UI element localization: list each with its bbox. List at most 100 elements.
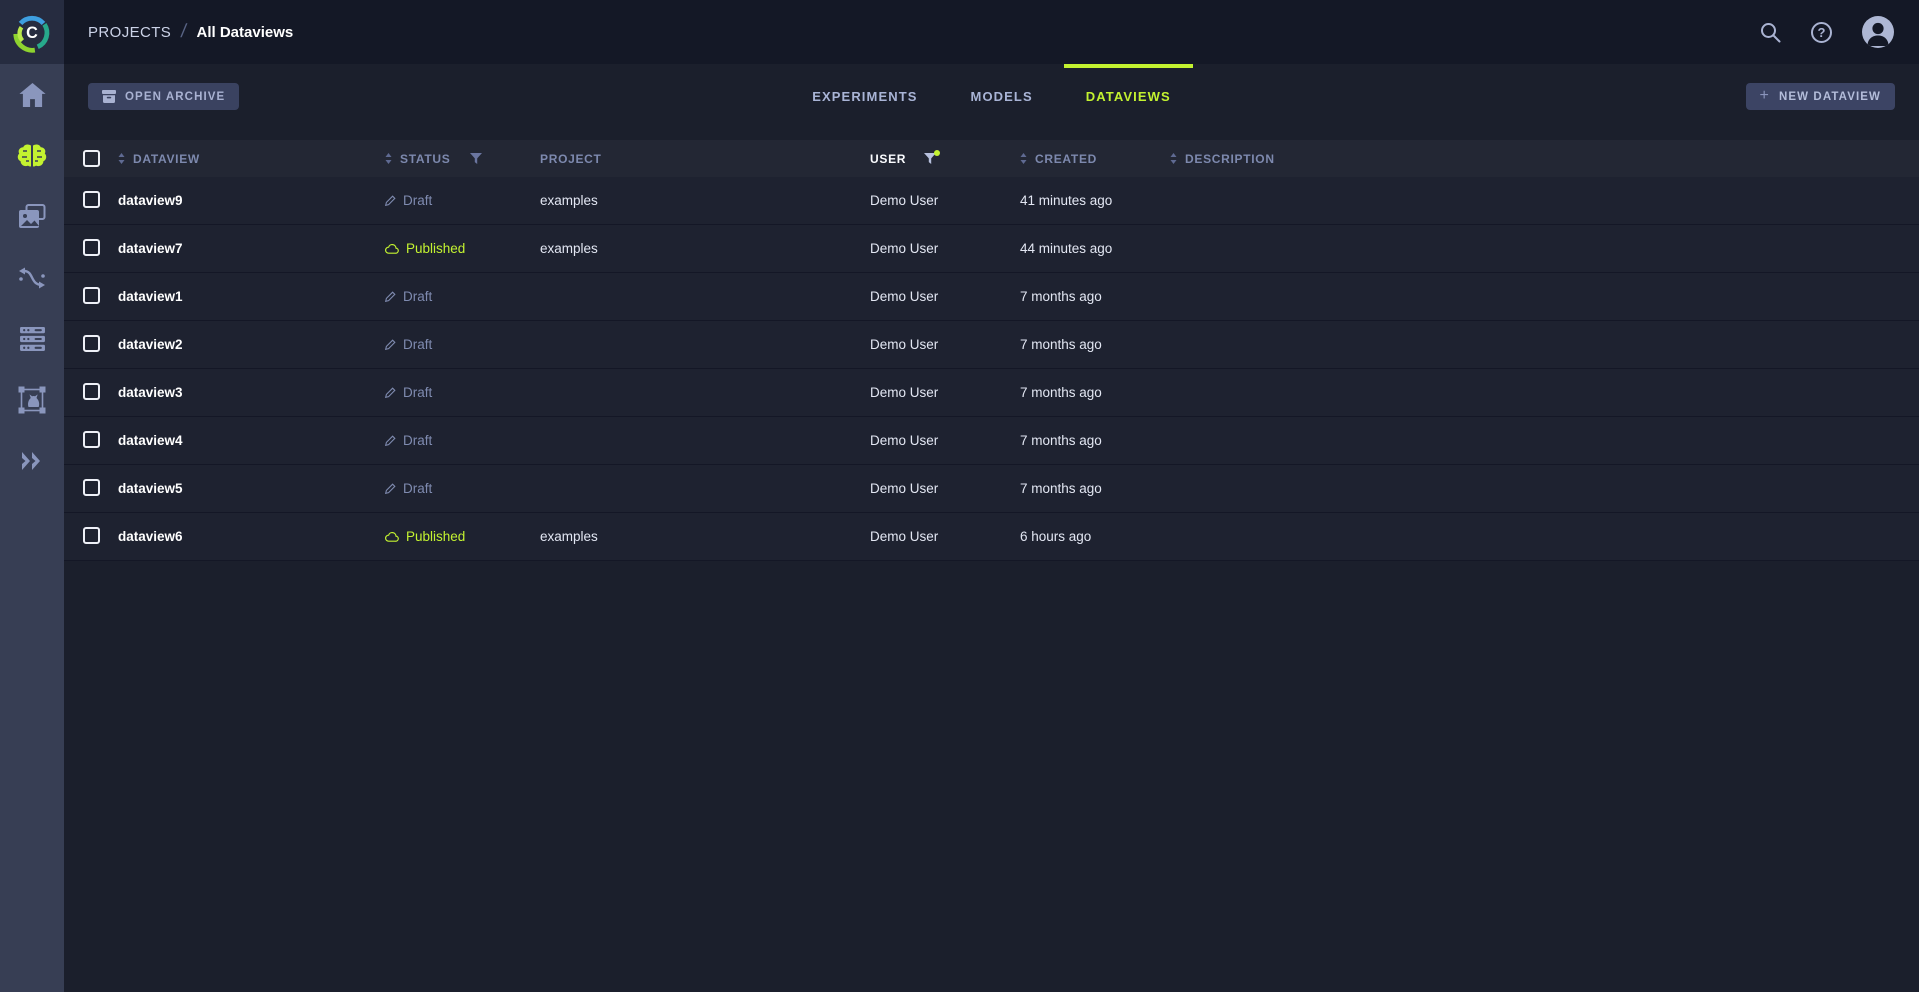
sidebar-item-annotations[interactable] [12, 380, 52, 420]
project-cell: examples [540, 241, 598, 256]
status-label: Draft [403, 481, 433, 496]
column-header-dataview[interactable]: DATAVIEW [110, 152, 377, 166]
user-cell: Demo User [870, 241, 939, 256]
created-cell: 41 minutes ago [1020, 193, 1113, 208]
sidebar-item-pipelines[interactable] [12, 258, 52, 298]
table-row[interactable]: dataview9 Draft examples Demo User 41 mi… [64, 177, 1919, 225]
sidebar-item-workers-queues[interactable] [12, 319, 52, 359]
select-all-checkbox[interactable] [83, 150, 100, 167]
dataview-name: dataview9 [118, 193, 183, 208]
cloud-icon [385, 531, 399, 542]
archive-icon [102, 90, 116, 103]
created-cell: 6 hours ago [1020, 529, 1092, 544]
row-checkbox[interactable] [83, 478, 100, 496]
column-header-description[interactable]: DESCRIPTION [1162, 152, 1919, 166]
sort-icon [385, 153, 392, 164]
main-content: OPEN ARCHIVE EXPERIMENTS MODELS DATAVIEW… [64, 64, 1919, 992]
status-cell: Published [377, 529, 532, 544]
tab-dataviews[interactable]: DATAVIEWS [1063, 64, 1193, 140]
created-cell: 7 months ago [1020, 289, 1102, 304]
dataview-name: dataview6 [118, 529, 183, 544]
status-cell: Draft [377, 337, 532, 352]
status-label: Draft [403, 385, 433, 400]
tab-models[interactable]: MODELS [970, 88, 1033, 104]
user-cell: Demo User [870, 529, 939, 544]
table-header: DATAVIEW STATUS PROJECT USER CREATED [64, 140, 1919, 177]
project-cell: examples [540, 529, 598, 544]
column-header-project[interactable]: PROJECT [540, 151, 602, 166]
pencil-icon [385, 339, 396, 350]
new-dataview-button[interactable]: + NEW DATAVIEW [1745, 83, 1895, 110]
pencil-icon [385, 291, 396, 302]
open-archive-label: OPEN ARCHIVE [125, 90, 226, 103]
table-row[interactable]: dataview7 Published examples Demo User 4… [64, 225, 1919, 273]
column-header-status[interactable]: STATUS [377, 152, 532, 166]
filter-icon[interactable] [470, 153, 483, 164]
row-checkbox[interactable] [83, 430, 100, 448]
status-cell: Published [377, 241, 532, 256]
annotation-frame-icon [18, 386, 46, 414]
pencil-icon [385, 483, 396, 494]
cloud-icon [385, 243, 399, 254]
tab-bar: EXPERIMENTS MODELS DATAVIEWS [64, 64, 1919, 140]
avatar[interactable] [1862, 16, 1894, 48]
project-cell: examples [540, 193, 598, 208]
row-checkbox[interactable] [83, 334, 100, 352]
sidebar-item-projects[interactable] [12, 136, 52, 176]
pencil-icon [385, 387, 396, 398]
table-row[interactable]: dataview1 Draft Demo User 7 months ago [64, 273, 1919, 321]
table-row[interactable]: dataview6 Published examples Demo User 6… [64, 513, 1919, 561]
dataviews-table: DATAVIEW STATUS PROJECT USER CREATED [64, 140, 1919, 561]
status-cell: Draft [377, 433, 532, 448]
home-icon [18, 83, 46, 107]
breadcrumb-current: All Dataviews [196, 23, 294, 41]
breadcrumb: PROJECTS / All Dataviews [88, 21, 293, 43]
dataview-name: dataview4 [118, 433, 183, 448]
status-label: Published [406, 529, 466, 544]
user-cell: Demo User [870, 289, 939, 304]
search-icon[interactable] [1760, 22, 1781, 43]
servers-icon [19, 327, 45, 351]
table-row[interactable]: dataview5 Draft Demo User 7 months ago [64, 465, 1919, 513]
tab-experiments[interactable]: EXPERIMENTS [812, 88, 918, 104]
row-checkbox[interactable] [83, 190, 100, 208]
created-cell: 44 minutes ago [1020, 241, 1113, 256]
dataview-name: dataview7 [118, 241, 183, 256]
sidebar-item-expand[interactable] [12, 441, 52, 481]
clearml-logo[interactable]: C [0, 0, 64, 64]
status-label: Draft [403, 337, 433, 352]
table-body: dataview9 Draft examples Demo User 41 mi… [64, 177, 1919, 561]
double-chevron-right-icon [22, 452, 40, 470]
pencil-icon [385, 195, 396, 206]
user-cell: Demo User [870, 193, 939, 208]
row-checkbox[interactable] [83, 526, 100, 544]
column-header-user[interactable]: USER [862, 150, 1012, 166]
status-label: Draft [403, 289, 433, 304]
column-header-created[interactable]: CREATED [1012, 152, 1162, 166]
sort-icon [118, 153, 125, 164]
status-label: Draft [403, 433, 433, 448]
new-dataview-label: NEW DATAVIEW [1779, 90, 1881, 103]
status-label: Draft [403, 193, 433, 208]
created-cell: 7 months ago [1020, 481, 1102, 496]
sidebar-item-home[interactable] [12, 75, 52, 115]
sidebar [0, 64, 64, 992]
top-bar: C PROJECTS / All Dataviews ? [0, 0, 1919, 64]
table-row[interactable]: dataview4 Draft Demo User 7 months ago [64, 417, 1919, 465]
help-icon[interactable]: ? [1811, 21, 1832, 43]
row-checkbox[interactable] [83, 238, 100, 256]
table-row[interactable]: dataview3 Draft Demo User 7 months ago [64, 369, 1919, 417]
toolbar: OPEN ARCHIVE EXPERIMENTS MODELS DATAVIEW… [64, 64, 1919, 140]
plus-icon: + [1759, 86, 1770, 104]
row-checkbox[interactable] [83, 286, 100, 304]
created-cell: 7 months ago [1020, 433, 1102, 448]
breadcrumb-projects[interactable]: PROJECTS [88, 23, 172, 41]
images-icon [19, 204, 46, 228]
status-cell: Draft [377, 193, 532, 208]
open-archive-button[interactable]: OPEN ARCHIVE [88, 83, 240, 110]
row-checkbox[interactable] [83, 382, 100, 400]
filter-active-icon[interactable] [924, 150, 941, 164]
sidebar-item-datasets[interactable] [12, 197, 52, 237]
status-cell: Draft [377, 481, 532, 496]
table-row[interactable]: dataview2 Draft Demo User 7 months ago [64, 321, 1919, 369]
